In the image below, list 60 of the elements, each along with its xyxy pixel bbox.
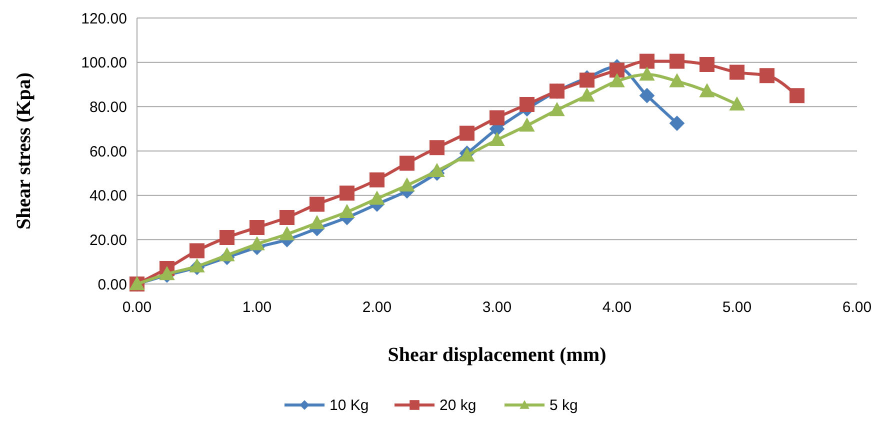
point xyxy=(610,74,624,88)
point xyxy=(700,57,714,72)
point xyxy=(730,64,744,80)
point xyxy=(280,226,294,240)
point xyxy=(430,163,444,178)
point xyxy=(580,88,594,102)
x-tick-label: 3.00 xyxy=(482,299,512,316)
point xyxy=(670,74,684,88)
point xyxy=(640,54,654,69)
x-tick-label: 0.00 xyxy=(122,299,152,316)
point xyxy=(190,243,204,258)
point xyxy=(430,140,444,156)
point xyxy=(640,67,654,81)
point xyxy=(340,186,354,201)
legend-label: 10 Kg xyxy=(330,397,369,414)
point xyxy=(460,126,474,141)
x-tick-label: 6.00 xyxy=(842,299,872,316)
point xyxy=(400,178,414,192)
point xyxy=(520,118,534,132)
point xyxy=(400,156,414,171)
point xyxy=(640,88,654,104)
point xyxy=(160,266,174,280)
point xyxy=(700,84,714,98)
y-tick-label: 80.00 xyxy=(89,98,127,116)
point xyxy=(670,116,684,131)
point xyxy=(790,88,804,104)
x-tick-label: 4.00 xyxy=(602,299,632,316)
point xyxy=(220,248,234,262)
point xyxy=(760,68,774,84)
y-tick-label: 40.00 xyxy=(89,188,127,205)
point xyxy=(490,132,504,146)
point xyxy=(370,191,384,205)
point xyxy=(190,258,204,272)
point xyxy=(490,110,504,126)
y-tick-label: 0.00 xyxy=(98,276,127,294)
x-axis-title: Shear displacement (mm) xyxy=(388,344,606,366)
point xyxy=(250,236,264,250)
point xyxy=(310,196,324,212)
y-tick-label: 20.00 xyxy=(89,232,127,249)
point xyxy=(730,96,744,111)
x-tick-label: 2.00 xyxy=(362,299,392,316)
point xyxy=(520,96,534,112)
y-tick-label: 120.00 xyxy=(81,10,127,28)
y-axis-title: Shear stress (Kpa) xyxy=(13,72,35,230)
point xyxy=(610,62,624,78)
legend-label: 20 kg xyxy=(440,397,476,414)
y-tick-label: 60.00 xyxy=(89,143,127,160)
legend-label: 5 kg xyxy=(550,397,578,414)
point xyxy=(580,72,594,88)
x-tick-label: 5.00 xyxy=(722,299,752,316)
y-tick-label: 100.00 xyxy=(81,54,127,72)
point xyxy=(250,220,264,235)
point xyxy=(220,230,234,245)
point xyxy=(670,54,684,69)
point xyxy=(370,172,384,188)
point xyxy=(280,210,294,225)
x-tick-label: 1.00 xyxy=(242,299,272,316)
point xyxy=(310,216,324,230)
point xyxy=(550,102,564,116)
point xyxy=(340,204,354,218)
